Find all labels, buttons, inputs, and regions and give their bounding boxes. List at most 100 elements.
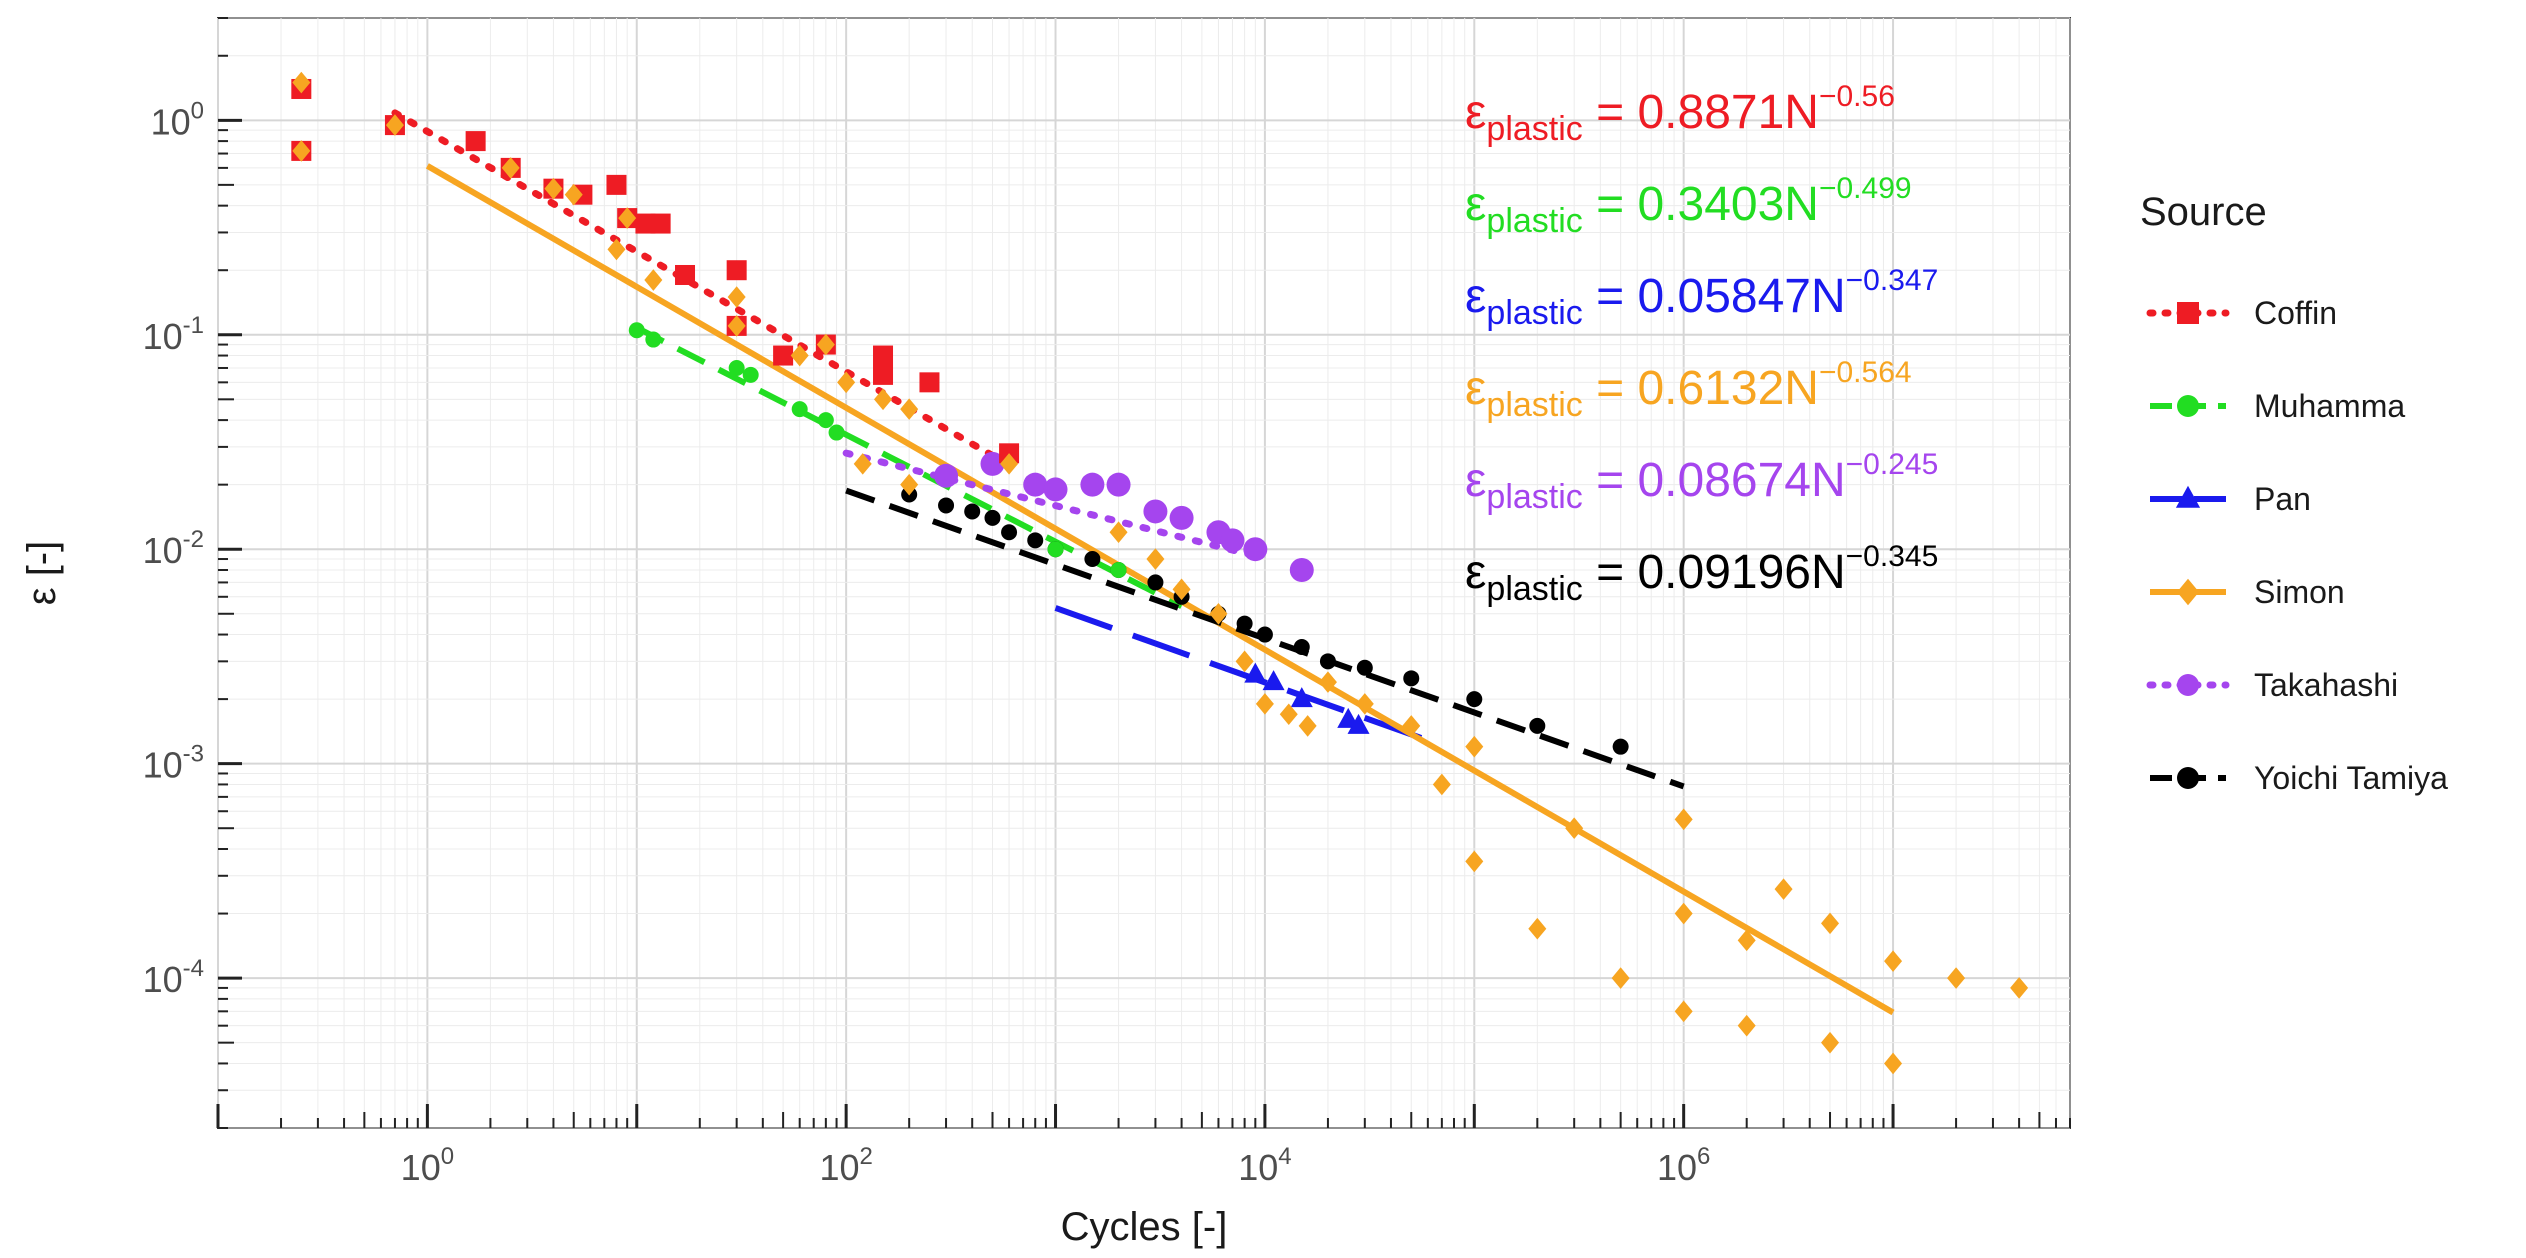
point-pan: [1347, 713, 1370, 734]
y-tick-label: 100: [151, 97, 204, 142]
point-simon: [1821, 912, 1840, 935]
point-simon: [1737, 929, 1756, 952]
legend-title: Source: [2140, 190, 2267, 234]
point-yoichi-tamiya: [1236, 615, 1253, 632]
point-simon: [292, 71, 311, 94]
point-takahashi: [934, 463, 959, 488]
point-simon: [1528, 917, 1547, 940]
equation-6: εplastic = 0.09196N−0.345: [1465, 540, 1938, 608]
point-simon: [900, 398, 919, 420]
point-coffin: [773, 345, 794, 366]
legend-marker: [2177, 395, 2199, 417]
point-muhamma: [791, 401, 808, 418]
point-simon: [2010, 977, 2029, 999]
y-tick-label: 10-3: [143, 741, 204, 786]
equation-1: εplastic = 0.8871N−0.56: [1465, 80, 1895, 148]
point-simon: [837, 371, 856, 394]
point-coffin: [635, 213, 656, 234]
point-simon: [501, 157, 520, 179]
point-coffin: [726, 260, 747, 281]
point-takahashi: [1169, 505, 1194, 530]
point-takahashi: [1243, 537, 1268, 562]
point-simon: [607, 238, 626, 261]
legend-label: Takahashi: [2254, 667, 2398, 703]
point-muhamma: [817, 412, 834, 429]
point-simon: [1737, 1014, 1756, 1037]
point-simon: [644, 269, 663, 291]
point-coffin: [919, 372, 940, 393]
point-coffin: [465, 131, 486, 152]
point-simon: [385, 114, 404, 136]
x-axis-title: Cycles [-]: [1061, 1205, 1228, 1249]
point-simon: [1432, 773, 1451, 796]
point-simon: [1947, 967, 1966, 989]
point-coffin: [873, 364, 894, 385]
axis-ticks: 100 102 104 106 10-4 10-3 10-2 10-1 100: [143, 17, 2071, 1188]
point-yoichi-tamiya: [1612, 738, 1629, 755]
plot-panel: [217, 17, 2071, 1129]
point-simon: [618, 207, 637, 229]
point-takahashi: [1080, 472, 1105, 497]
point-yoichi-tamiya: [1147, 574, 1164, 591]
legend-marker: [2177, 302, 2199, 324]
legend-label: Muhamma: [2254, 388, 2405, 424]
point-simon: [790, 344, 809, 367]
point-simon: [1884, 950, 1903, 972]
point-simon: [1109, 521, 1128, 544]
point-yoichi-tamiya: [1001, 524, 1018, 541]
x-tick-label: 106: [1657, 1143, 1710, 1188]
equation-2: εplastic = 0.3403N−0.499: [1465, 172, 1912, 240]
point-yoichi-tamiya: [1293, 638, 1310, 655]
legend-marker: [2177, 578, 2199, 606]
point-muhamma: [1110, 561, 1127, 578]
point-simon: [1774, 878, 1793, 900]
point-takahashi: [980, 451, 1005, 476]
point-simon: [727, 315, 746, 337]
point-yoichi-tamiya: [1256, 626, 1273, 643]
fit-line-pan: [1054, 605, 1429, 744]
point-takahashi: [1289, 557, 1314, 582]
equations: εplastic = 0.8871N−0.56 εplastic = 0.3403…: [1465, 80, 1938, 608]
point-yoichi-tamiya: [1356, 659, 1373, 676]
equation-5: εplastic = 0.08674N−0.245: [1465, 448, 1938, 516]
point-yoichi-tamiya: [938, 497, 955, 514]
point-pan: [1244, 662, 1267, 683]
legend-entry-simon: Simon: [2150, 574, 2345, 610]
point-simon: [292, 140, 311, 162]
legend: Source Coffin Muhamma Pan Simon Takahashi Yoic…: [2140, 190, 2448, 796]
point-muhamma: [828, 424, 845, 441]
legend-label: Yoichi Tamiya: [2254, 760, 2448, 796]
legend-label: Coffin: [2254, 295, 2337, 331]
point-muhamma: [742, 366, 759, 383]
point-muhamma: [628, 322, 645, 339]
legend-marker: [2177, 674, 2199, 696]
x-tick-label: 102: [819, 1143, 872, 1188]
point-simon: [727, 286, 746, 308]
point-takahashi: [1143, 499, 1168, 524]
point-coffin: [650, 213, 671, 234]
y-tick-label: 10-4: [143, 955, 204, 1000]
equation-4: εplastic = 0.6132N−0.564: [1465, 356, 1912, 424]
legend-label: Simon: [2254, 574, 2345, 610]
series-pan: [1244, 662, 1370, 734]
point-simon: [1465, 735, 1484, 758]
point-simon: [1235, 650, 1254, 673]
point-simon: [900, 473, 919, 496]
point-coffin: [873, 345, 894, 366]
point-yoichi-tamiya: [1084, 551, 1101, 568]
point-pan: [1262, 670, 1285, 691]
x-tick-label: 104: [1238, 1143, 1291, 1188]
fit-lines: [391, 109, 1895, 1016]
legend-entry-pan: Pan: [2150, 481, 2311, 517]
point-pan: [1290, 687, 1313, 708]
point-simon: [1465, 850, 1484, 873]
legend-marker: [2175, 485, 2201, 508]
x-tick-label: 100: [401, 1143, 454, 1188]
legend-entry-takahashi: Takahashi: [2146, 667, 2398, 703]
point-takahashi: [1023, 472, 1048, 497]
point-simon: [1279, 703, 1298, 726]
point-simon: [1611, 967, 1630, 989]
point-yoichi-tamiya: [1529, 717, 1546, 734]
point-muhamma: [1047, 541, 1064, 558]
